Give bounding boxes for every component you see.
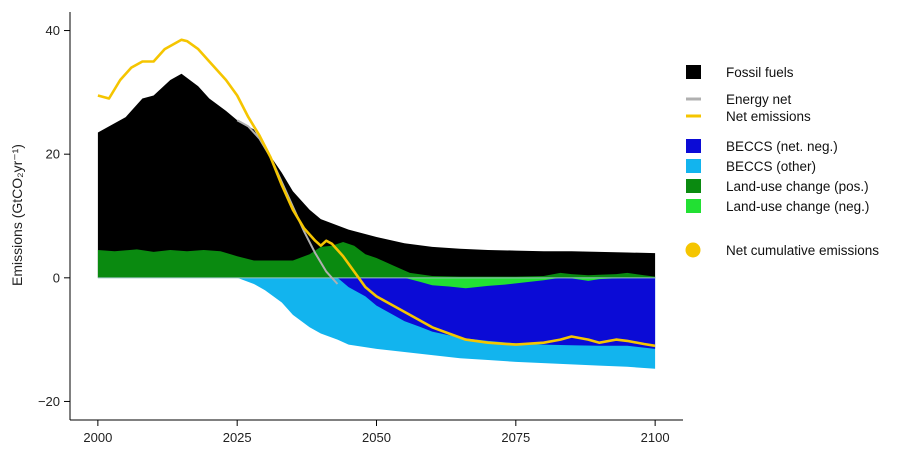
x-tick-label: 2050 xyxy=(362,430,391,445)
legend-swatch xyxy=(686,199,701,213)
x-tick-label: 2025 xyxy=(223,430,252,445)
y-tick-label: 40 xyxy=(46,23,60,38)
x-tick-label: 2000 xyxy=(83,430,112,445)
legend-item-energy-net: Energy net xyxy=(686,92,792,107)
area-land-use-change-pos xyxy=(97,242,656,278)
axes: 40 20 0 −20 2000 2025 2050 2075 2100 xyxy=(38,12,683,445)
area-layers xyxy=(97,73,656,369)
x-tick-label: 2075 xyxy=(501,430,530,445)
area-land-use-change-neg xyxy=(404,277,656,289)
y-tick-label: 20 xyxy=(46,147,60,162)
legend-item-beccs-net-neg: BECCS (net. neg.) xyxy=(686,139,838,154)
legend-swatch xyxy=(686,179,701,193)
legend-item-land-use-change-pos: Land-use change (pos.) xyxy=(686,179,869,194)
legend-label: Fossil fuels xyxy=(726,65,794,80)
legend: Fossil fuels Energy net Net emissions BECCS… xyxy=(685,65,879,258)
y-tick-label: −20 xyxy=(38,394,60,409)
legend-swatch xyxy=(686,65,701,79)
legend-label: Land-use change (pos.) xyxy=(726,179,869,194)
legend-label: BECCS (other) xyxy=(726,159,816,174)
legend-dot xyxy=(685,242,701,258)
legend-label: Net cumulative emissions xyxy=(726,243,879,258)
legend-label: Net emissions xyxy=(726,109,811,124)
legend-swatch xyxy=(686,159,701,173)
x-tick-label: 2100 xyxy=(641,430,670,445)
y-tick-label: 0 xyxy=(53,270,60,285)
legend-swatch xyxy=(686,139,701,153)
legend-item-fossil-fuels: Fossil fuels xyxy=(686,65,794,80)
area-beccs-net-neg xyxy=(337,277,656,349)
line-net-emissions xyxy=(97,38,656,348)
legend-label: BECCS (net. neg.) xyxy=(726,139,838,154)
legend-label: Land-use change (neg.) xyxy=(726,199,869,214)
legend-label: Energy net xyxy=(726,92,792,107)
line-layers xyxy=(97,38,656,348)
legend-item-land-use-change-neg: Land-use change (neg.) xyxy=(686,199,869,214)
area-fossil-fuels xyxy=(97,73,656,278)
legend-item-net-emissions: Net emissions xyxy=(686,109,811,124)
y-axis-label: Emissions (GtCO₂yr⁻¹) xyxy=(9,144,25,286)
plot-area xyxy=(97,38,656,369)
legend-item-net-cumulative-emissions: Net cumulative emissions xyxy=(685,242,879,258)
legend-item-beccs-other: BECCS (other) xyxy=(686,159,816,174)
